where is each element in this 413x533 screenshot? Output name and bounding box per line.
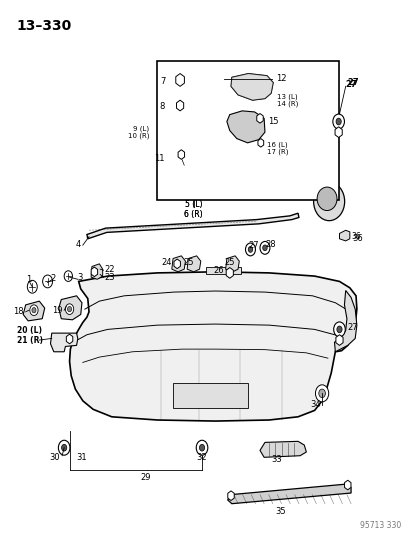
Polygon shape xyxy=(339,230,349,241)
Circle shape xyxy=(199,445,204,451)
Text: 24: 24 xyxy=(161,258,171,266)
Text: 33: 33 xyxy=(271,455,281,464)
Text: 34: 34 xyxy=(309,400,320,408)
Text: 36: 36 xyxy=(351,235,362,243)
Text: 18: 18 xyxy=(13,308,24,316)
Polygon shape xyxy=(227,491,234,500)
Text: 13–330: 13–330 xyxy=(17,19,71,33)
Bar xyxy=(206,266,241,274)
Polygon shape xyxy=(225,268,233,278)
Text: 4: 4 xyxy=(75,240,81,248)
Text: 9 (L)
10 (R): 9 (L) 10 (R) xyxy=(127,125,149,139)
Circle shape xyxy=(196,440,207,455)
Polygon shape xyxy=(171,256,185,272)
Text: 36: 36 xyxy=(350,232,360,240)
Text: 19: 19 xyxy=(52,306,63,314)
Text: 27: 27 xyxy=(346,324,357,332)
Polygon shape xyxy=(50,333,78,352)
Text: 15: 15 xyxy=(268,117,278,126)
Polygon shape xyxy=(87,213,298,239)
Polygon shape xyxy=(69,272,356,421)
Circle shape xyxy=(335,118,340,125)
Polygon shape xyxy=(226,111,264,143)
Circle shape xyxy=(64,271,72,281)
Text: 2: 2 xyxy=(50,274,55,282)
Polygon shape xyxy=(173,259,180,269)
Polygon shape xyxy=(257,139,263,147)
Text: 32: 32 xyxy=(196,453,207,462)
Circle shape xyxy=(67,306,71,312)
Bar xyxy=(173,383,247,408)
Polygon shape xyxy=(225,256,239,272)
Polygon shape xyxy=(59,296,82,320)
Text: 8: 8 xyxy=(159,102,164,111)
Text: 5 (L)
6 (R): 5 (L) 6 (R) xyxy=(184,200,202,219)
Text: 13 (L)
14 (R): 13 (L) 14 (R) xyxy=(276,93,297,107)
Text: 27: 27 xyxy=(346,78,358,87)
Text: 3: 3 xyxy=(77,273,82,281)
Text: 31: 31 xyxy=(76,453,87,462)
Polygon shape xyxy=(344,480,350,490)
Text: 30: 30 xyxy=(49,453,60,462)
Text: 35: 35 xyxy=(275,507,285,516)
Circle shape xyxy=(65,304,74,314)
Polygon shape xyxy=(66,334,73,344)
Text: 5 (L)
6 (R): 5 (L) 6 (R) xyxy=(184,200,202,219)
Circle shape xyxy=(32,308,36,313)
Circle shape xyxy=(318,389,325,398)
Text: 20 (L)
21 (R): 20 (L) 21 (R) xyxy=(17,326,43,345)
Text: 1: 1 xyxy=(26,276,31,284)
Circle shape xyxy=(315,385,328,402)
Polygon shape xyxy=(176,74,184,86)
Polygon shape xyxy=(230,74,273,100)
Text: 16 (L)
17 (R): 16 (L) 17 (R) xyxy=(266,141,288,155)
Polygon shape xyxy=(91,264,102,279)
Polygon shape xyxy=(23,301,45,321)
Text: 26: 26 xyxy=(213,266,224,275)
Text: 25: 25 xyxy=(224,258,235,266)
Polygon shape xyxy=(227,484,350,504)
Polygon shape xyxy=(335,335,342,345)
Circle shape xyxy=(27,280,37,293)
Text: 95713 330: 95713 330 xyxy=(359,521,401,530)
Text: 23: 23 xyxy=(104,273,115,281)
Text: 27: 27 xyxy=(248,241,259,249)
Text: 27: 27 xyxy=(345,80,356,88)
Circle shape xyxy=(333,322,344,337)
Polygon shape xyxy=(334,290,356,352)
Polygon shape xyxy=(334,127,342,138)
Circle shape xyxy=(262,245,266,251)
Bar xyxy=(157,61,339,200)
Circle shape xyxy=(245,243,255,256)
Polygon shape xyxy=(178,150,184,159)
Polygon shape xyxy=(256,114,263,123)
Polygon shape xyxy=(230,74,273,100)
Circle shape xyxy=(332,114,344,129)
Circle shape xyxy=(336,326,341,333)
Text: 29: 29 xyxy=(140,473,151,481)
Text: 12: 12 xyxy=(276,75,286,83)
Polygon shape xyxy=(91,267,97,277)
Polygon shape xyxy=(187,256,200,272)
Circle shape xyxy=(30,305,38,316)
Text: 28: 28 xyxy=(264,240,275,248)
Ellipse shape xyxy=(316,187,336,211)
Text: 25: 25 xyxy=(183,258,193,266)
Polygon shape xyxy=(176,100,183,111)
Circle shape xyxy=(259,241,269,254)
Text: 22: 22 xyxy=(104,265,114,273)
Circle shape xyxy=(248,247,252,252)
Circle shape xyxy=(62,445,66,451)
Text: 7: 7 xyxy=(160,77,165,85)
Circle shape xyxy=(58,440,70,455)
Circle shape xyxy=(43,275,52,288)
Ellipse shape xyxy=(313,182,344,221)
Text: 11: 11 xyxy=(154,155,164,163)
Polygon shape xyxy=(259,441,306,457)
